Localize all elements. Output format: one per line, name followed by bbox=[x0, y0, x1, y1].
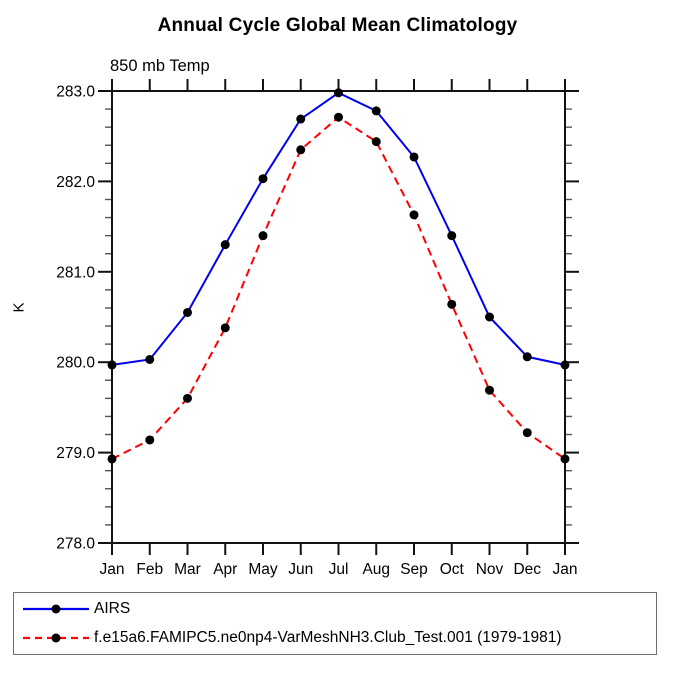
data-point-airs-2 bbox=[183, 307, 192, 317]
data-point-airs-7 bbox=[371, 106, 381, 116]
axis-frame bbox=[111, 90, 566, 544]
data-point-airs-8 bbox=[409, 152, 419, 162]
data-point-airs-10 bbox=[485, 312, 494, 322]
month-label: Oct bbox=[440, 561, 465, 578]
month-label: Nov bbox=[476, 561, 504, 578]
data-point-airs-6 bbox=[334, 88, 343, 98]
month-label: Mar bbox=[174, 561, 201, 578]
month-label: Feb bbox=[136, 561, 163, 578]
data-point-model-3 bbox=[220, 323, 230, 333]
month-label: Apr bbox=[213, 561, 237, 578]
data-point-model-12 bbox=[560, 454, 570, 464]
data-point-model-0 bbox=[107, 454, 117, 464]
month-label: Aug bbox=[362, 561, 390, 578]
y-tick-label: 278.0 bbox=[56, 536, 95, 553]
data-point-model-5 bbox=[296, 145, 306, 155]
month-label: Sep bbox=[400, 561, 428, 578]
month-label: Jan bbox=[100, 561, 125, 578]
month-label: Jan bbox=[553, 561, 578, 578]
y-tick-label: 280.0 bbox=[56, 355, 95, 372]
data-point-airs-4 bbox=[258, 174, 268, 184]
data-point-model-9 bbox=[447, 299, 457, 309]
chart-title: Annual Cycle Global Mean Climatology bbox=[157, 15, 518, 36]
data-point-airs-11 bbox=[522, 352, 532, 362]
data-point-model-8 bbox=[409, 210, 419, 220]
legend-line-dot-marker bbox=[23, 604, 89, 614]
legend-box: AIRS f.e15a6.FAMIPC5.ne0np4-VarMeshNH3.C… bbox=[13, 592, 657, 655]
chart-canvas: 278.0 279.0 280.0 281.0 282.0 283.0 Jan Feb Mar A… bbox=[56, 79, 579, 578]
data-point-model-4 bbox=[258, 231, 268, 241]
legend-label-model: f.e15a6.FAMIPC5.ne0np4-VarMeshNH3.Club_T… bbox=[94, 629, 562, 646]
data-point-airs-1 bbox=[145, 354, 155, 364]
data-point-airs-12 bbox=[560, 360, 570, 370]
month-label: Jun bbox=[288, 561, 313, 578]
month-label: Jul bbox=[329, 561, 349, 578]
month-label: Dec bbox=[513, 561, 541, 578]
y-tick-label: 281.0 bbox=[56, 264, 95, 281]
y-tick-label: 283.0 bbox=[56, 84, 95, 101]
chart-subtitle: 850 mb Temp bbox=[110, 57, 210, 75]
legend-line-dot-marker bbox=[23, 633, 89, 643]
y-tick-label: 282.0 bbox=[56, 174, 95, 191]
data-point-airs-3 bbox=[220, 240, 230, 250]
month-label: May bbox=[248, 561, 278, 578]
y-tick-label: 279.0 bbox=[56, 445, 95, 462]
data-point-model-11 bbox=[522, 428, 532, 438]
legend-entry-model: f.e15a6.FAMIPC5.ne0np4-VarMeshNH3.Club_T… bbox=[20, 624, 656, 653]
data-point-model-1 bbox=[145, 435, 155, 445]
data-point-airs-9 bbox=[447, 231, 457, 241]
legend-entry-airs: AIRS bbox=[20, 595, 656, 624]
series-line-model bbox=[111, 115, 566, 460]
series-line-airs bbox=[111, 91, 566, 366]
data-point-model-10 bbox=[485, 385, 494, 395]
legend-label-airs: AIRS bbox=[94, 600, 131, 617]
data-point-model-7 bbox=[371, 137, 381, 147]
data-point-model-6 bbox=[334, 112, 343, 122]
data-point-airs-5 bbox=[296, 114, 306, 124]
data-point-airs-0 bbox=[107, 360, 117, 370]
data-point-model-2 bbox=[183, 393, 192, 403]
